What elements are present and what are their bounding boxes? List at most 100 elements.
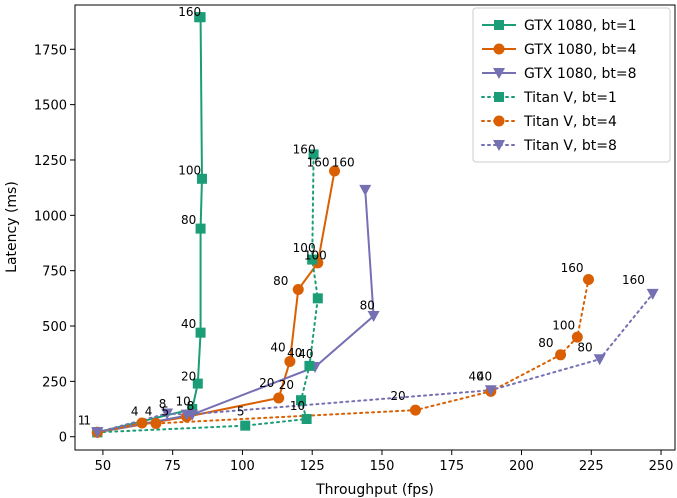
legend: GTX 1080, bt=1 GTX 1080, bt=4 GTX 1080, bt…: [472, 7, 671, 163]
legend-marker-3: [494, 92, 504, 102]
point-annotation: 20: [279, 378, 294, 392]
y-tick-label: 250: [42, 375, 67, 390]
x-tick-label: 150: [370, 459, 395, 474]
data-point-0-1: [187, 404, 198, 415]
data-point-1-6: [329, 165, 341, 177]
point-annotation: 100: [178, 163, 201, 177]
point-annotation: 40: [181, 317, 196, 331]
point-annotation: 40: [287, 346, 302, 360]
point-annotation: 160: [332, 156, 355, 170]
x-tick-label: 50: [95, 459, 112, 474]
legend-marker-1: [493, 43, 505, 55]
data-point-3-5: [312, 293, 323, 304]
legend-label-3: Titan V, bt=1: [523, 90, 617, 106]
data-point-5-4: [593, 354, 606, 366]
point-annotation: 80: [181, 213, 196, 227]
plot-frame: [74, 4, 676, 451]
point-annotation: 100: [293, 241, 316, 255]
x-tick-label: 100: [230, 459, 255, 474]
point-annotation: 40: [468, 369, 483, 383]
y-tick-label: 1750: [34, 43, 67, 58]
point-annotation: 80: [577, 340, 592, 354]
data-point-5-0: [91, 427, 104, 439]
point-annotation: 80: [538, 336, 553, 350]
point-annotation: 5: [162, 405, 170, 419]
y-axis-ticks: 0 250 500 750 1000 1250 1500 1750: [34, 43, 75, 446]
data-point-3-2: [301, 414, 312, 425]
data-point-0-7: [194, 12, 205, 23]
data-point-3-4: [304, 360, 315, 371]
legend-marker-4: [493, 115, 505, 127]
data-point-0-2: [192, 378, 203, 389]
data-point-5-2: [180, 409, 193, 421]
data-point-3-3: [296, 395, 307, 406]
y-axis-label: Latency (ms): [4, 181, 20, 273]
data-point-4-6: [571, 331, 583, 343]
y-tick-label: 750: [42, 265, 67, 280]
point-annotation: 1: [78, 414, 86, 428]
data-point-4-5: [555, 349, 567, 361]
x-axis-ticks: 50 75 100 125 150 175 200 225 250: [95, 450, 674, 474]
data-point-2-4: [359, 184, 372, 196]
point-annotation: 4: [145, 405, 153, 419]
series-line-1: [97, 170, 336, 434]
y-tick-label: 0: [59, 431, 67, 446]
plot-markers-group: [91, 12, 659, 439]
point-annotation: 40: [270, 340, 285, 354]
point-annotation: 20: [259, 376, 274, 390]
point-annotation: 100: [304, 249, 327, 263]
x-tick-label: 125: [300, 459, 325, 474]
point-annotation: 4: [131, 405, 139, 419]
data-point-5-1: [161, 408, 174, 420]
point-annotation: 10: [290, 399, 305, 413]
x-tick-label: 175: [439, 459, 464, 474]
legend-marker-0: [494, 20, 504, 30]
point-annotation: 8: [159, 397, 167, 411]
data-point-2-3: [367, 311, 380, 323]
data-point-3-7: [308, 149, 319, 160]
point-annotation: 160: [622, 273, 645, 287]
x-axis-label: Throughput (fps): [315, 482, 434, 498]
y-tick-label: 1000: [34, 209, 67, 224]
y-tick-label: 500: [42, 320, 67, 335]
point-annotation: 160: [561, 261, 584, 275]
point-annotation: 1: [83, 414, 91, 428]
series-line-2: [97, 189, 375, 434]
data-point-5-3: [484, 385, 497, 397]
series-line-5: [96, 292, 654, 434]
legend-label-4: Titan V, bt=4: [523, 114, 617, 130]
point-annotation: 160: [307, 156, 330, 170]
data-point-4-1: [136, 417, 148, 429]
data-point-4-2: [150, 417, 162, 429]
x-tick-label: 200: [509, 459, 534, 474]
data-point-5-5: [646, 288, 659, 300]
point-annotation: 8: [187, 399, 195, 413]
data-point-0-4: [195, 223, 206, 234]
data-point-0-5: [196, 173, 207, 184]
data-point-1-4: [292, 283, 304, 295]
point-annotation: 160: [293, 142, 316, 156]
x-tick-label: 250: [649, 459, 674, 474]
legend-frame: [472, 7, 671, 163]
point-annotation: 160: [178, 5, 201, 19]
legend-marker-5: [493, 140, 505, 151]
point-annotation: 100: [552, 318, 575, 332]
legend-label-0: GTX 1080, bt=1: [524, 18, 637, 34]
point-annotation: 40: [298, 347, 313, 361]
point-annotation: 20: [181, 369, 196, 383]
data-point-4-7: [582, 274, 594, 286]
point-annotation: 80: [273, 274, 288, 288]
data-point-0-3: [195, 327, 206, 338]
point-annotation: 10: [175, 395, 190, 409]
y-tick-label: 1250: [34, 154, 67, 169]
point-annotation: 40: [477, 369, 492, 383]
x-tick-label: 225: [579, 459, 604, 474]
data-point-3-6: [307, 254, 318, 265]
point-annotation: 20: [390, 389, 405, 403]
data-point-3-1: [240, 420, 251, 431]
data-point-1-2: [273, 392, 285, 404]
x-tick-label: 75: [164, 459, 181, 474]
legend-label-1: GTX 1080, bt=4: [524, 42, 637, 58]
